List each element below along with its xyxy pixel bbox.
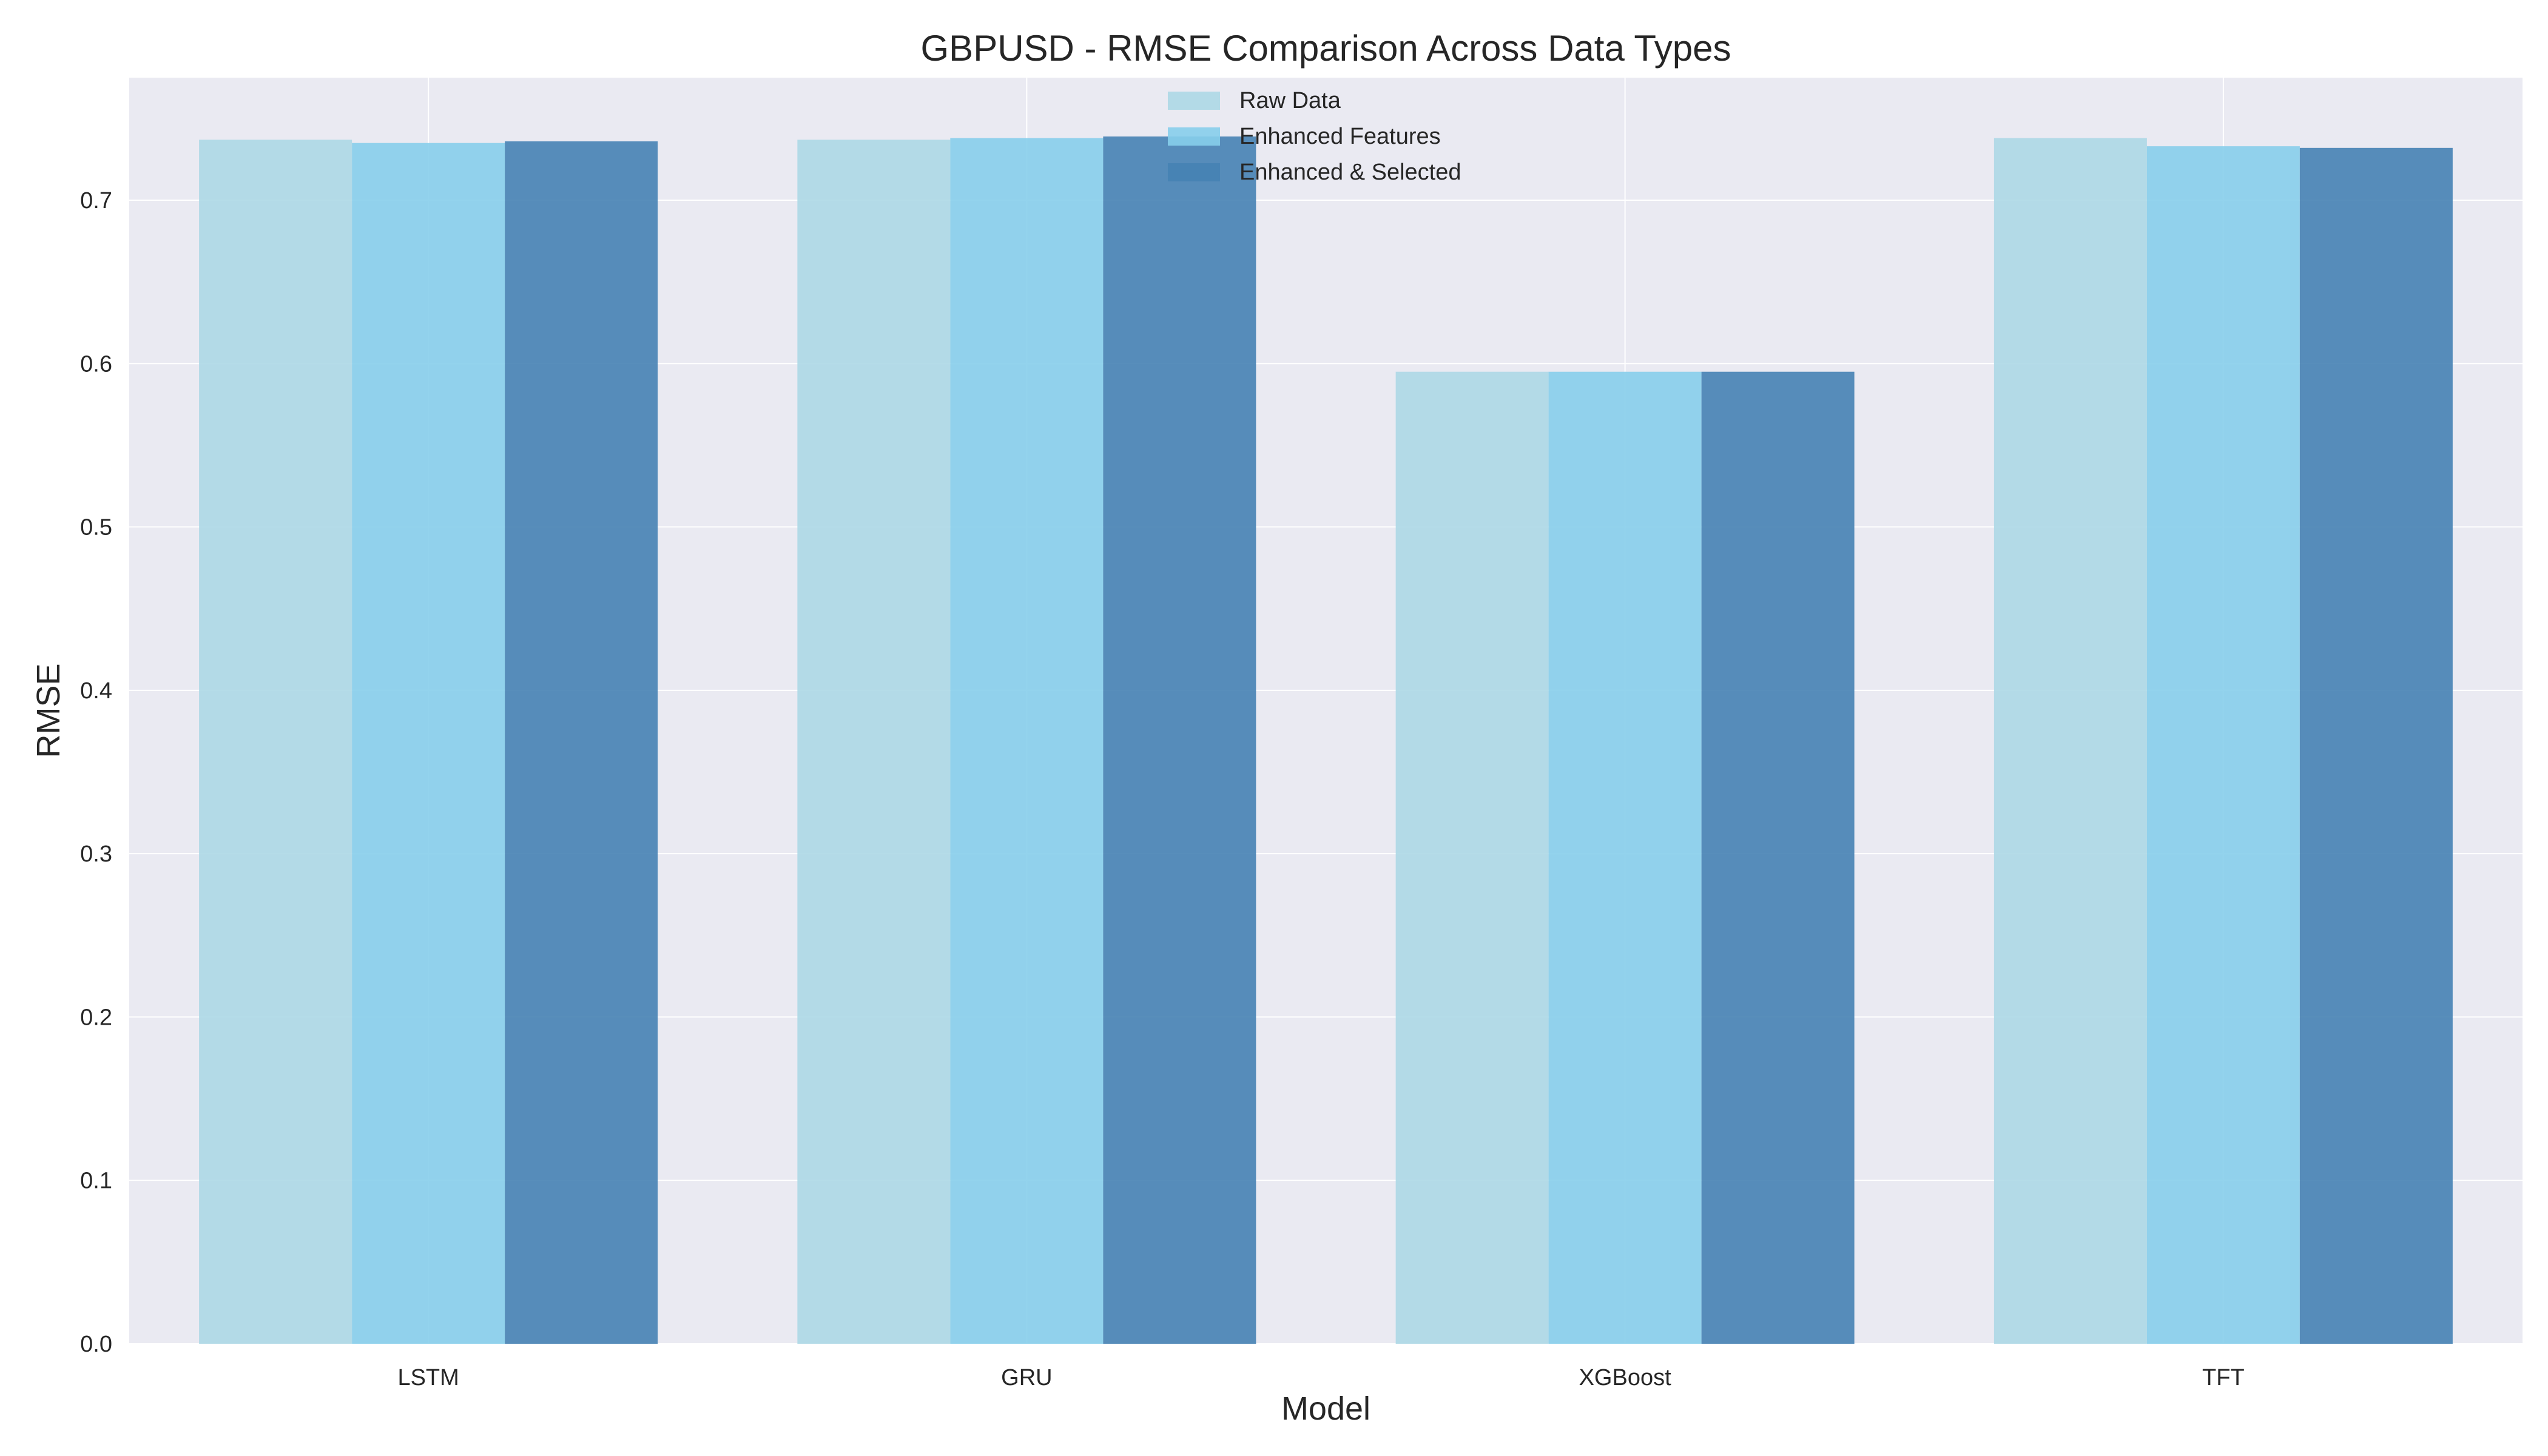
- x-axis-label: Model: [1281, 1390, 1370, 1427]
- y-tick-label: 0.6: [80, 351, 112, 377]
- y-axis-ticks: 0.0 0.1 0.2 0.3 0.4 0.5 0.6 0.7: [80, 188, 112, 1357]
- bar: [1395, 371, 1549, 1344]
- legend-swatch: [1168, 163, 1220, 181]
- y-tick-label: 0.0: [80, 1332, 112, 1357]
- legend: Raw Data Enhanced Features Enhanced & Sele…: [1168, 88, 1461, 185]
- x-tick-label: LSTM: [397, 1365, 459, 1390]
- bar: [352, 143, 505, 1344]
- legend-label: Raw Data: [1239, 88, 1341, 113]
- bar: [199, 140, 352, 1344]
- y-axis-label: RMSE: [30, 663, 67, 758]
- bar: [1103, 136, 1256, 1344]
- y-tick-label: 0.4: [80, 678, 112, 704]
- bar: [797, 140, 951, 1344]
- legend-label: Enhanced & Selected: [1239, 160, 1461, 185]
- bar: [1548, 371, 1702, 1344]
- x-tick-label: XGBoost: [1579, 1365, 1672, 1390]
- bar: [2299, 147, 2453, 1344]
- y-tick-label: 0.1: [80, 1168, 112, 1194]
- x-tick-label: TFT: [2202, 1365, 2245, 1390]
- y-tick-label: 0.2: [80, 1005, 112, 1030]
- legend-swatch: [1168, 92, 1220, 110]
- legend-label: Enhanced Features: [1239, 124, 1441, 149]
- y-tick-label: 0.5: [80, 515, 112, 541]
- legend-swatch: [1168, 127, 1220, 146]
- x-axis-ticks: LSTM GRU XGBoost TFT: [397, 1365, 2244, 1390]
- y-tick-label: 0.3: [80, 841, 112, 867]
- x-tick-label: GRU: [1001, 1365, 1052, 1390]
- bars: [199, 136, 2453, 1344]
- bar: [505, 141, 658, 1344]
- y-tick-label: 0.7: [80, 188, 112, 214]
- bar: [950, 138, 1104, 1344]
- bar: [1701, 371, 1855, 1344]
- chart-title: GBPUSD - RMSE Comparison Across Data Typ…: [921, 28, 1731, 69]
- bar: [2146, 146, 2300, 1344]
- bar: [1994, 138, 2147, 1344]
